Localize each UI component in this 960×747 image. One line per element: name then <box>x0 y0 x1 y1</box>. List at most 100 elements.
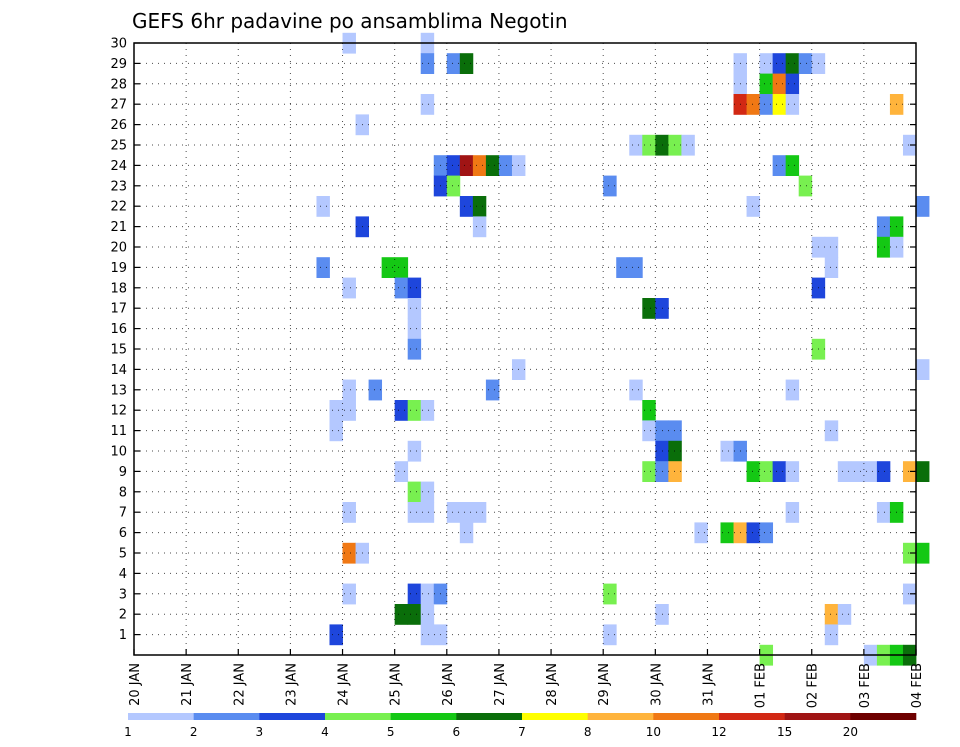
heatmap-cell <box>902 461 917 482</box>
heatmap-cell <box>472 216 487 238</box>
heatmap-cell <box>407 277 422 299</box>
heatmap-cell <box>916 196 930 217</box>
y-tick-label: 2 <box>119 608 127 623</box>
y-tick-label: 4 <box>119 567 127 582</box>
heatmap-cell <box>668 134 682 156</box>
heatmap-cell <box>720 522 734 544</box>
heatmap-cell <box>316 257 330 278</box>
y-tick-label: 20 <box>110 241 127 256</box>
heatmap-cell <box>394 604 409 625</box>
x-tick-label: 21 JAN <box>180 663 195 706</box>
heatmap-cell <box>642 134 656 156</box>
heatmap-cell <box>837 461 852 482</box>
heatmap-cell <box>863 461 878 482</box>
heatmap-cell <box>459 196 474 217</box>
heatmap-cell <box>746 461 760 482</box>
y-tick-label: 22 <box>110 200 127 215</box>
colorbar-swatch <box>456 713 523 720</box>
heatmap-cell <box>759 53 774 74</box>
heatmap-cell <box>785 502 800 523</box>
heatmap-cell <box>446 502 461 523</box>
colorbar-tick-label: 20 <box>843 725 858 739</box>
heatmap-cell <box>642 461 656 482</box>
y-tick-label: 9 <box>119 465 127 480</box>
heatmap-cell <box>642 400 656 421</box>
heatmap-cell <box>876 236 891 258</box>
y-tick-label: 1 <box>119 628 127 643</box>
heatmap-cell <box>629 257 643 278</box>
heatmap-cell <box>407 502 422 523</box>
colorbar: 1 2 3 4 5 6 7 8 10 12 15 20 <box>124 713 917 739</box>
colorbar-tick-label: 2 <box>190 725 198 739</box>
heatmap-cell <box>798 53 813 74</box>
heatmap-cell <box>916 461 930 482</box>
heatmap-cell <box>902 542 917 564</box>
y-tick-label: 17 <box>110 302 127 317</box>
heatmap-cell <box>668 420 682 442</box>
heatmap-cell <box>342 502 356 523</box>
heatmap-cell <box>472 196 487 217</box>
heatmap-cell <box>342 277 356 299</box>
heatmap-cell <box>694 522 708 544</box>
y-tick-label: 8 <box>119 485 127 500</box>
heatmap-cell <box>329 624 343 646</box>
heatmap-cell <box>420 624 435 646</box>
heatmap-cell <box>459 522 474 544</box>
colorbar-tick-label: 5 <box>387 725 395 739</box>
y-tick-label: 15 <box>110 343 127 358</box>
heatmap-cell <box>329 420 343 442</box>
heatmap-cell <box>420 481 435 503</box>
heatmap-cell <box>772 461 787 482</box>
y-tick-label: 16 <box>110 322 127 337</box>
heatmap-cell <box>459 53 474 74</box>
x-tick-label: 20 JAN <box>128 663 143 706</box>
y-tick-label: 28 <box>110 77 127 92</box>
heatmap-cell <box>342 542 356 564</box>
heatmap-cell <box>916 542 930 564</box>
y-tick-label: 26 <box>110 118 127 133</box>
heatmap-cell <box>420 583 435 605</box>
y-tick-label: 10 <box>110 445 127 460</box>
heatmap-cell <box>837 604 852 625</box>
heatmap-cell <box>420 400 435 421</box>
y-tick-label: 5 <box>119 547 127 562</box>
heatmap-cell <box>394 461 409 482</box>
y-tick-label: 18 <box>110 281 127 296</box>
x-tick-label: 24 JAN <box>337 663 352 706</box>
colorbar-swatch <box>522 713 588 720</box>
heatmap-cell <box>746 196 760 217</box>
heatmap-cell <box>785 379 800 401</box>
heatmap-cell <box>876 502 891 523</box>
heatmap-cell <box>394 257 409 278</box>
heatmap-cell <box>785 155 800 176</box>
y-tick-label: 19 <box>110 261 127 276</box>
y-axis: 1234567891011121314151617181920212223242… <box>110 37 916 643</box>
heatmap-cell <box>603 175 617 197</box>
colorbar-tick-label: 15 <box>777 725 792 739</box>
heatmap-cell <box>785 73 800 95</box>
x-tick-label: 26 JAN <box>441 663 456 706</box>
heatmap-cell <box>916 359 930 380</box>
colorbar-swatch <box>325 713 391 720</box>
heatmap-cell <box>459 155 474 176</box>
heatmap-cell <box>342 583 356 605</box>
heatmap-cell <box>485 379 500 401</box>
heatmap-cell <box>824 604 839 625</box>
y-tick-label: 27 <box>110 98 127 113</box>
heatmap-cell <box>681 134 695 156</box>
colorbar-tick-label: 7 <box>518 725 526 739</box>
grid-layer <box>134 43 916 655</box>
colorbar-tick-label: 4 <box>321 725 329 739</box>
heatmap-cell <box>368 379 383 401</box>
x-tick-label: 29 JAN <box>597 663 612 706</box>
colorbar-swatch <box>719 713 785 720</box>
colorbar-tick-label: 10 <box>646 725 661 739</box>
heatmap-cell <box>420 502 435 523</box>
heatmap-cell <box>785 461 800 482</box>
heatmap-cell <box>394 277 409 299</box>
x-tick-label: 02 FEB <box>806 663 821 708</box>
heatmap-cell <box>407 481 422 503</box>
colorbar-swatch <box>587 713 654 720</box>
heatmap-cell <box>642 298 656 319</box>
x-tick-label: 23 JAN <box>284 663 299 706</box>
